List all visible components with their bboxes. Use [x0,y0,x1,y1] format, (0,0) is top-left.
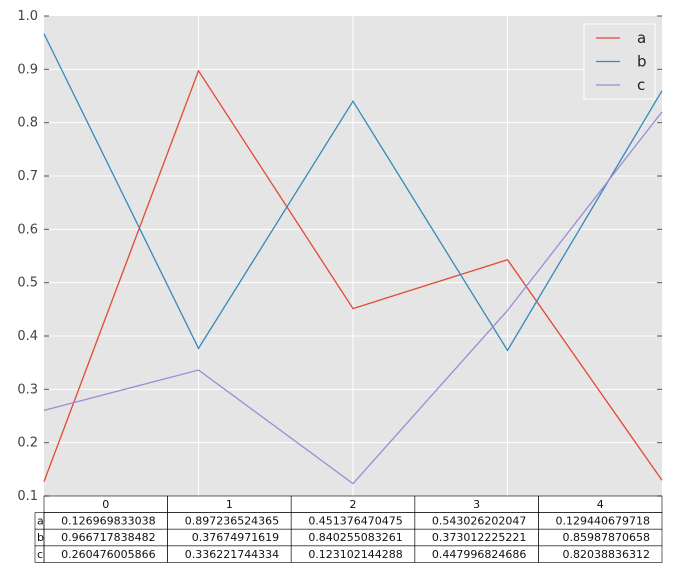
table-cell-value: 0.123102144288 [308,548,402,561]
y-tick-label: 0.7 [17,169,38,184]
series-line-c [43,111,663,485]
y-tick-label: 0.8 [17,116,38,131]
series-line-b [43,33,663,352]
table-col-label: 0 [102,498,109,511]
y-axis: 0.1 0.2 0.3 0.4 0.5 0.6 0.7 0.8 0.9 1.0 [17,9,662,504]
table-cell-value: 0.840255083261 [308,531,402,544]
legend-label-b: b [637,53,647,71]
y-tick-label: 0.1 [17,489,38,504]
table-row-label: b [37,531,44,544]
table-cell-value: 0.897236524365 [185,515,279,528]
table-row-label: c [37,548,43,561]
table-cell-value: 0.85987870658 [563,531,650,544]
table-cell-value: 0.447996824686 [432,548,526,561]
table-col-label: 3 [473,498,480,511]
table-cell-value: 0.37674971619 [192,531,279,544]
table-col-label: 4 [597,498,604,511]
table-col-label: 2 [350,498,357,511]
y-tick-label: 0.3 [17,382,38,397]
table-cell-value: 0.82038836312 [563,548,650,561]
y-tick-label: 0.5 [17,276,38,291]
series-group [43,33,663,485]
y-tick-label: 1.0 [17,9,38,24]
y-tick-label: 0.6 [17,222,38,237]
table-cell-value: 0.966717838482 [61,531,155,544]
data-table: 0 1 2 3 4 a 0.126969833038 0.897236524365 0.4513… [34,495,663,563]
table-cell-value: 0.373012225221 [432,531,526,544]
table-cell-value: 0.129440679718 [556,515,650,528]
table-cell [538,545,663,563]
y-tick-label: 0.9 [17,62,38,77]
table-row-label: a [37,515,44,528]
series-line-a [43,69,663,482]
table-cell-value: 0.126969833038 [61,515,155,528]
table-cell-value: 0.543026202047 [432,515,526,528]
plot-area [44,16,662,496]
table-col-label: 1 [226,498,233,511]
table-cell-value: 0.260476005866 [61,548,155,561]
table-cell-value: 0.451376470475 [308,515,402,528]
legend-label-a: a [637,29,646,47]
y-tick-label: 0.2 [17,436,38,451]
y-tick-label: 0.4 [17,329,38,344]
legend-label-c: c [637,76,645,94]
legend: abc [583,23,656,100]
table-cell-value: 0.336221744334 [185,548,279,561]
